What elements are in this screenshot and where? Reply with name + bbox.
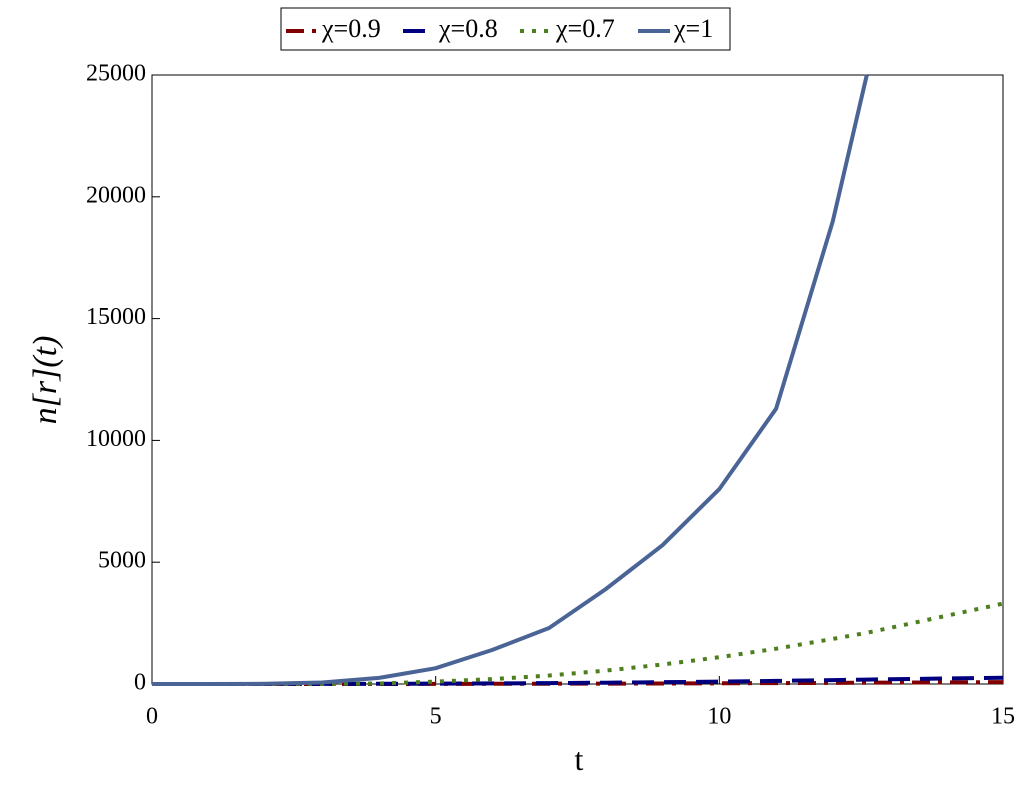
x-tick-label: 5 (430, 704, 442, 730)
legend-label: χ=0.7 (555, 14, 615, 43)
series-line (152, 601, 1004, 686)
y-tick-label: 5000 (98, 548, 146, 574)
y-tick-label: 20000 (86, 182, 146, 208)
plot-frame (151, 74, 1004, 685)
x-axis-label: t (575, 741, 584, 777)
legend-label: χ=0.9 (321, 14, 381, 43)
y-tick-label: 0 (134, 670, 146, 696)
x-tick-label: 0 (146, 704, 158, 730)
y-axis-label: n[r](t) (27, 336, 64, 425)
legend-label: χ=1 (673, 14, 713, 43)
y-tick-label: 15000 (86, 304, 146, 330)
series-line (152, 74, 869, 686)
x-tick-label: 10 (707, 704, 731, 730)
y-tick-label: 10000 (86, 426, 146, 452)
series-line (152, 680, 1004, 686)
x-tick-label: 15 (991, 704, 1015, 730)
legend-label: χ=0.8 (438, 14, 498, 43)
y-tick-label: 25000 (86, 61, 146, 87)
series-line (152, 675, 1004, 686)
